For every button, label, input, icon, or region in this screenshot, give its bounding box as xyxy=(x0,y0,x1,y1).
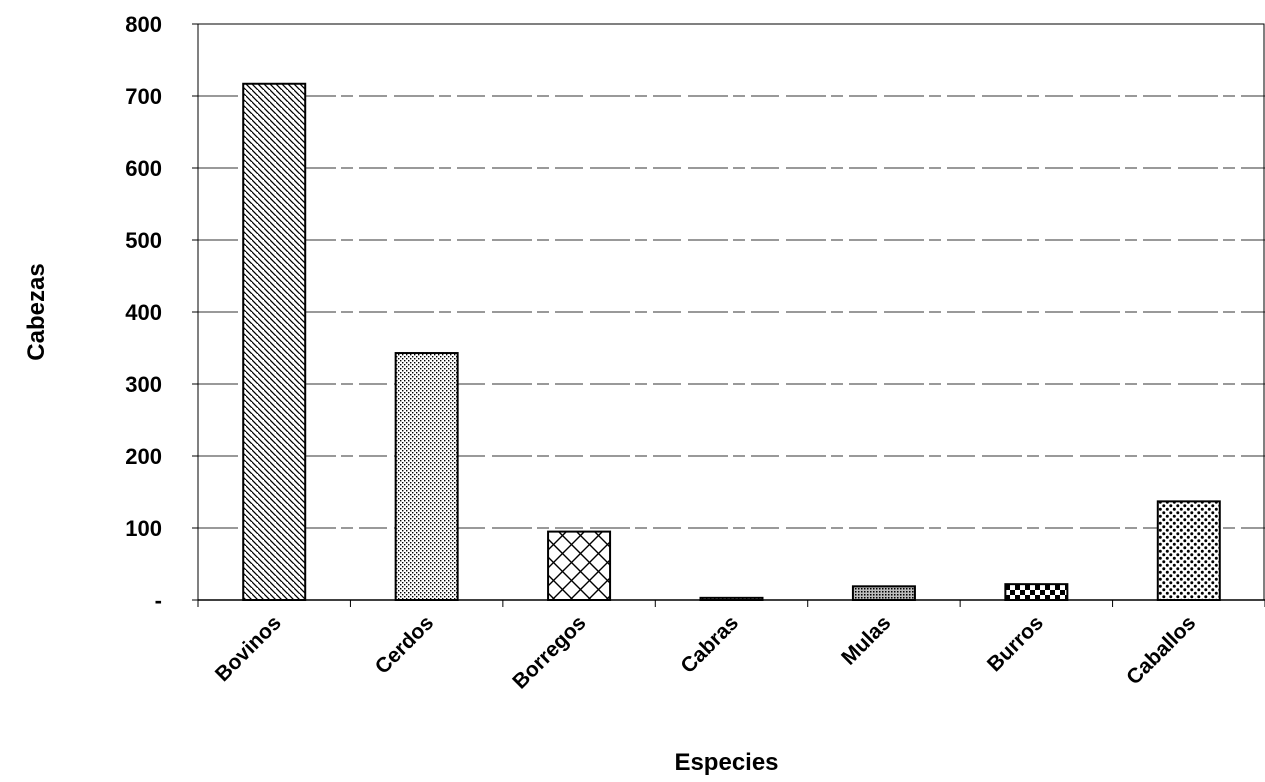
x-tick-label-borregos: Borregos xyxy=(508,611,590,693)
x-tick-label-burros: Burros xyxy=(983,611,1048,676)
y-tick-label: 100 xyxy=(125,516,162,541)
x-tick-label-bovinos: Bovinos xyxy=(211,611,286,686)
y-tick-label: 700 xyxy=(125,84,162,109)
y-axis-title: Cabezas xyxy=(23,263,50,360)
y-tick-label: 500 xyxy=(125,228,162,253)
bar-cerdos xyxy=(394,352,459,602)
x-tick-label-mulas: Mulas xyxy=(837,611,895,669)
y-tick-label: 800 xyxy=(125,12,162,37)
y-tick-label: 300 xyxy=(125,372,162,397)
x-axis-title: Especies xyxy=(674,749,778,776)
bar-caballos xyxy=(1156,500,1221,601)
y-axis-ticks: - 100 200 300 400 500 600 700 800 xyxy=(125,12,198,613)
x-tick-label-caballos: Caballos xyxy=(1122,611,1200,689)
bar-burros xyxy=(1004,583,1069,601)
y-tick-label: - xyxy=(155,588,162,613)
bar-bovinos xyxy=(242,82,307,601)
y-tick-label: 600 xyxy=(125,156,162,181)
bar-borregos xyxy=(547,530,612,601)
bars xyxy=(242,82,1221,602)
x-axis-ticks: Bovinos Cerdos Borregos Cabras Mulas Burros Ca… xyxy=(197,600,1265,694)
x-tick-label-cerdos: Cerdos xyxy=(371,611,438,678)
x-tick-label-cabras: Cabras xyxy=(676,611,743,678)
gridlines xyxy=(198,95,1265,529)
bar-mulas xyxy=(851,585,916,602)
y-tick-label: 200 xyxy=(125,444,162,469)
y-tick-label: 400 xyxy=(125,300,162,325)
